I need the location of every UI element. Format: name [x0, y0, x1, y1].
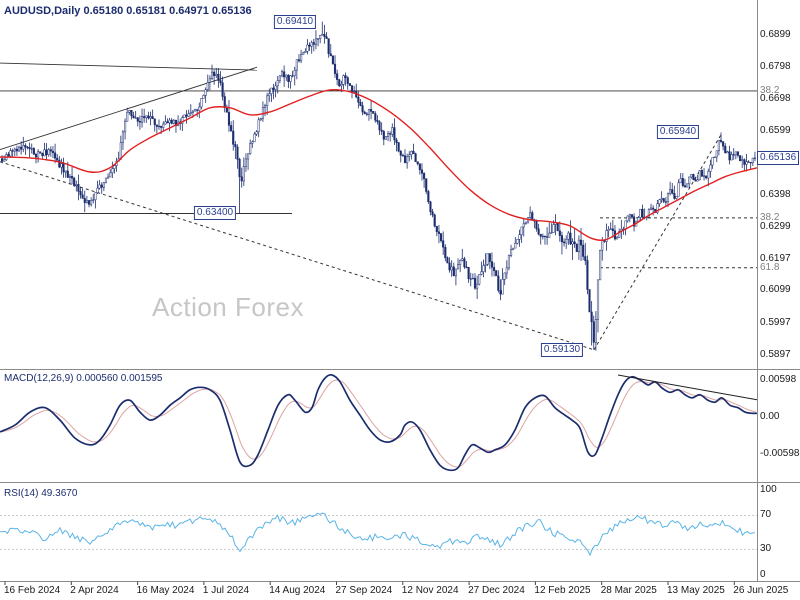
fib-level-label: 38.2	[760, 85, 780, 96]
date-axis-label: 13 May 2025	[667, 585, 725, 596]
price-axis-label: 0.6299	[760, 221, 791, 232]
date-axis-label: 16 May 2024	[136, 585, 195, 596]
panel-borders	[0, 0, 800, 582]
fib-level-label: 38.2	[760, 212, 780, 223]
watermark-text: Action Forex	[152, 292, 304, 322]
macd-axis-label: -0.00598	[760, 448, 800, 459]
date-axis-label: 2 Apr 2024	[70, 585, 119, 596]
date-axis-label: 12 Nov 2024	[401, 585, 459, 596]
fib-level-label: 61.8	[760, 262, 780, 273]
date-axis-label: 28 Mar 2025	[600, 585, 657, 596]
rsi-axis-label: 100	[760, 484, 777, 495]
rsi-axis-label: 0	[760, 569, 766, 580]
date-axis-label: 12 Feb 2025	[534, 585, 591, 596]
macd-layer	[0, 373, 758, 472]
macd-indicator-label: MACD(12,26,9) 0.000560 0.001595	[4, 373, 163, 384]
date-axis-label: 27 Dec 2024	[468, 585, 525, 596]
price-axis-label: 0.6798	[760, 61, 791, 72]
price-axis-label: 0.5997	[760, 317, 791, 328]
price-annotation: 0.65940	[656, 125, 700, 139]
macd-axis-label: 0.00598	[760, 374, 797, 385]
price-axis-label: 0.6197	[760, 253, 791, 264]
date-axis-label: 27 Sep 2024	[335, 585, 393, 596]
price-axis-label: 0.6599	[760, 125, 791, 136]
rsi-axis-label: 30	[760, 543, 772, 554]
current-price-tag: 0.65136	[757, 151, 800, 165]
symbol-title-ohlc: AUDUSD,Daily 0.65180 0.65181 0.64971 0.6…	[4, 5, 252, 17]
price-axis-label: 0.6398	[760, 189, 791, 200]
date-axis-label: 16 Feb 2024	[4, 585, 61, 596]
date-axis-label: 1 Jul 2024	[202, 585, 250, 596]
price-axis-label: 0.6899	[760, 29, 791, 40]
time-axis-ticks	[4, 581, 735, 585]
price-axis-label: 0.6698	[760, 93, 791, 104]
rsi-indicator-label: RSI(14) 49.3670	[4, 488, 78, 499]
date-axis-label: 26 Jun 2025	[733, 585, 789, 596]
trendlines-layer	[0, 62, 757, 351]
price-annotation: 0.63400	[193, 206, 237, 220]
price-annotation: 0.69410	[273, 15, 317, 29]
price-axis-label: 0.5897	[760, 349, 791, 360]
price-axis-label: 0.6099	[760, 284, 791, 295]
date-axis-label: 14 Aug 2024	[269, 585, 326, 596]
moving-average-line	[0, 88, 758, 242]
rsi-layer	[0, 512, 757, 557]
price-annotation: 0.59130	[540, 343, 584, 357]
macd-axis-label: 0.00	[760, 411, 780, 422]
rsi-axis-label: 70	[760, 509, 772, 520]
candlestick-layer	[1, 21, 756, 351]
